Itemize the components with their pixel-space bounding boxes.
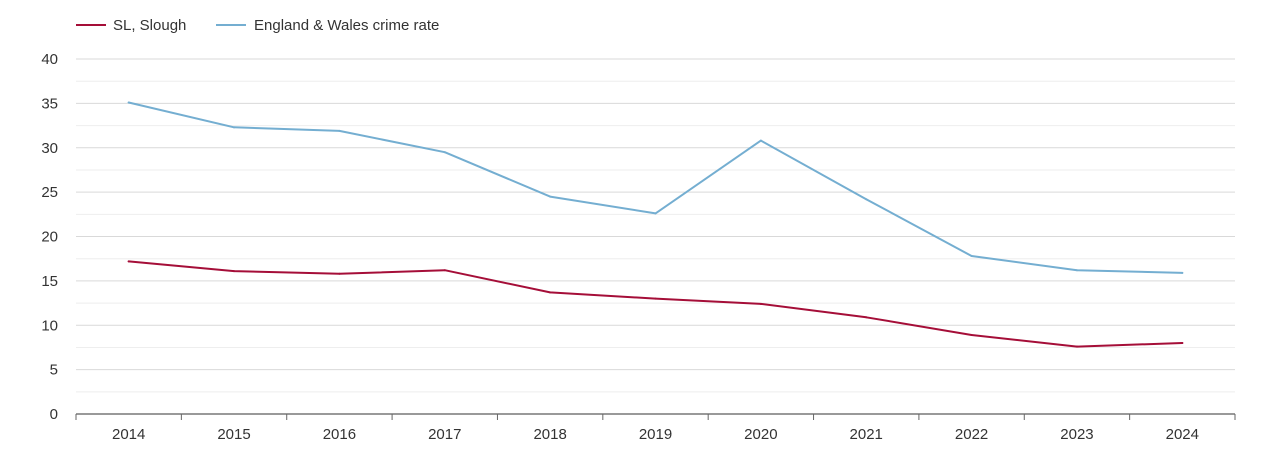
y-tick-label-25: 25 — [41, 184, 58, 201]
legend-item-england-wales[interactable]: England & Wales crime rate — [216, 17, 439, 34]
x-tick-label-2023: 2023 — [1060, 426, 1093, 443]
data-point-england-wales-2015[interactable] — [233, 126, 236, 129]
data-point-slough-2015[interactable] — [233, 270, 236, 273]
data-point-slough-2020[interactable] — [759, 302, 762, 305]
series-line-england-wales[interactable] — [127, 101, 1184, 274]
x-tick-label-2015: 2015 — [217, 426, 250, 443]
data-point-england-wales-2022[interactable] — [970, 255, 973, 258]
y-axis-ticks: 0 5 10 15 20 25 30 35 40 — [41, 51, 58, 423]
x-axis: 2014 2015 2016 2017 2018 2019 2020 2021 2022 2023… — [75, 413, 1236, 443]
x-tick-label-2016: 2016 — [323, 426, 356, 443]
data-point-england-wales-2021[interactable] — [865, 198, 868, 201]
data-point-slough-2022[interactable] — [970, 334, 973, 337]
legend-label-england-wales: England & Wales crime rate — [254, 17, 439, 34]
data-point-england-wales-2023[interactable] — [1075, 269, 1078, 272]
x-tick-label-2018: 2018 — [533, 426, 566, 443]
legend: SL, Slough England & Wales crime rate — [76, 17, 439, 34]
y-tick-label-10: 10 — [41, 317, 58, 334]
y-tick-label-15: 15 — [41, 273, 58, 290]
x-tick-label-2020: 2020 — [744, 426, 777, 443]
data-point-slough-2017[interactable] — [443, 269, 446, 272]
data-point-england-wales-2016[interactable] — [338, 129, 341, 132]
y-tick-label-0: 0 — [50, 406, 58, 423]
series-line-slough[interactable] — [127, 260, 1184, 348]
legend-item-slough[interactable]: SL, Slough — [76, 17, 186, 34]
data-point-slough-2023[interactable] — [1075, 345, 1078, 348]
data-point-england-wales-2024[interactable] — [1181, 271, 1184, 274]
data-point-slough-2019[interactable] — [654, 297, 657, 300]
data-point-england-wales-2019[interactable] — [654, 212, 657, 215]
data-point-england-wales-2014[interactable] — [127, 101, 130, 104]
x-tick-label-2014: 2014 — [112, 426, 145, 443]
y-tick-label-30: 30 — [41, 140, 58, 157]
data-point-england-wales-2018[interactable] — [549, 195, 552, 198]
y-tick-label-40: 40 — [41, 51, 58, 68]
legend-label-slough: SL, Slough — [113, 17, 186, 34]
data-point-england-wales-2017[interactable] — [443, 151, 446, 154]
x-tick-label-2017: 2017 — [428, 426, 461, 443]
data-point-slough-2024[interactable] — [1181, 342, 1184, 344]
data-point-slough-2018[interactable] — [549, 291, 552, 294]
x-tick-label-2024: 2024 — [1166, 426, 1199, 443]
y-tick-label-20: 20 — [41, 229, 58, 246]
x-tick-label-2019: 2019 — [639, 426, 672, 443]
x-tick-label-2021: 2021 — [850, 426, 883, 443]
y-tick-label-5: 5 — [50, 362, 58, 379]
data-point-slough-2016[interactable] — [338, 272, 341, 275]
data-point-slough-2021[interactable] — [865, 316, 868, 319]
data-point-slough-2014[interactable] — [127, 260, 130, 263]
series-lines — [127, 101, 1184, 348]
data-point-england-wales-2020[interactable] — [759, 139, 762, 142]
x-tick-label-2022: 2022 — [955, 426, 988, 443]
gridlines — [76, 58, 1235, 393]
y-tick-label-35: 35 — [41, 95, 58, 112]
